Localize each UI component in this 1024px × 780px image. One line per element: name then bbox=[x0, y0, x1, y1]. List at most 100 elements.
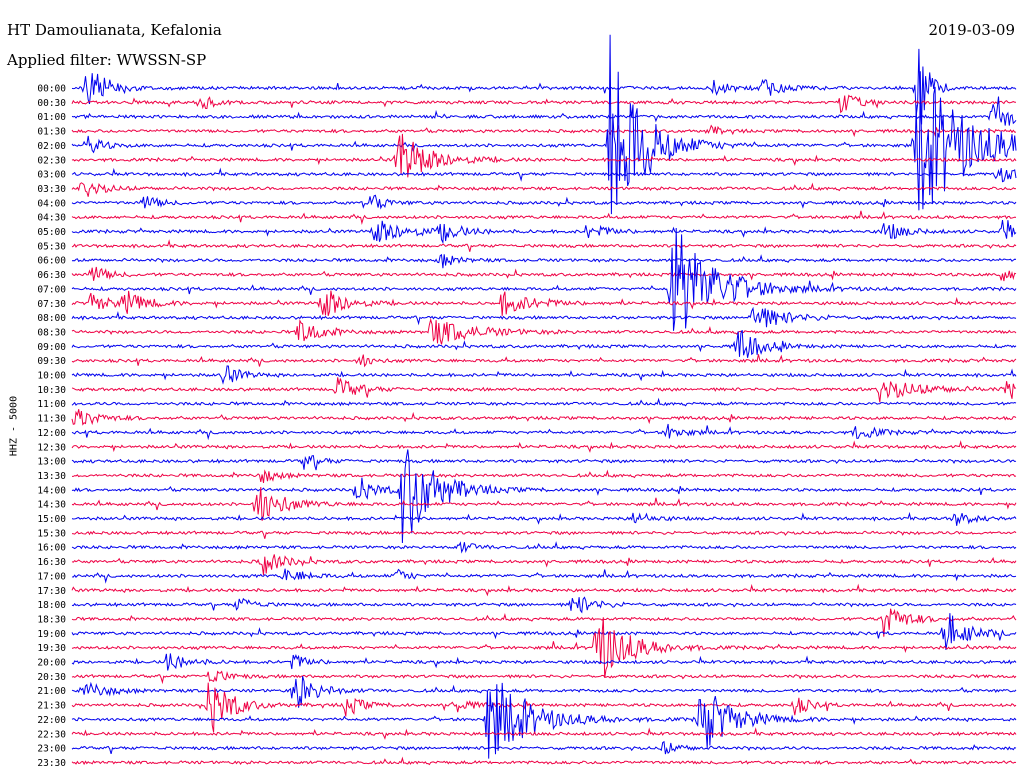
trace-row-0830 bbox=[71, 317, 1017, 345]
trace-row-2030 bbox=[71, 670, 1017, 685]
trace-row-0100 bbox=[71, 96, 1017, 126]
row-tick-label: 05:30 bbox=[37, 241, 66, 252]
trace-row-1500 bbox=[71, 511, 1017, 526]
row-tick-label: 20:00 bbox=[37, 658, 66, 669]
row-tick-label: 01:00 bbox=[37, 112, 66, 123]
row-tick-label: 02:00 bbox=[37, 141, 66, 152]
row-tick-label: 07:00 bbox=[37, 284, 66, 295]
trace-row-1430 bbox=[71, 487, 1017, 521]
trace-row-1600 bbox=[71, 541, 1017, 554]
row-tick-label: 14:30 bbox=[37, 500, 66, 511]
trace-row-0430 bbox=[71, 210, 1017, 225]
row-tick-label: 11:00 bbox=[37, 399, 66, 410]
trace-row-1000 bbox=[71, 365, 1017, 385]
trace-row-0030 bbox=[71, 94, 1016, 114]
trace-row-1800 bbox=[71, 596, 1017, 614]
trace-row-2330 bbox=[71, 756, 1017, 766]
row-tick-label: 07:30 bbox=[37, 299, 66, 310]
trace-row-1730 bbox=[71, 583, 1017, 597]
trace-row-1330 bbox=[72, 469, 1017, 483]
trace-row-1030 bbox=[71, 377, 1017, 403]
row-tick-label: 13:30 bbox=[37, 471, 66, 482]
row-tick-label: 21:00 bbox=[37, 686, 66, 697]
row-tick-label: 09:30 bbox=[37, 356, 66, 367]
trace-row-1300 bbox=[71, 455, 1017, 471]
row-tick-label: 02:30 bbox=[37, 155, 66, 166]
trace-row-0600 bbox=[71, 253, 1017, 269]
row-tick-label: 11:30 bbox=[37, 414, 66, 425]
trace-row-0730 bbox=[71, 290, 1017, 316]
row-tick-label: 12:30 bbox=[37, 442, 66, 453]
trace-row-0230 bbox=[71, 133, 1017, 178]
trace-row-1900 bbox=[71, 613, 1017, 650]
row-tick-labels: 00:00 00:30 01:00 01:30 02:00 02:30 03:00 03:30… bbox=[37, 84, 66, 769]
trace-row-1200 bbox=[71, 423, 1017, 441]
trace-row-0700 bbox=[71, 227, 1017, 331]
row-tick-label: 12:00 bbox=[37, 428, 66, 439]
traces-group bbox=[71, 34, 1017, 766]
row-tick-label: 23:00 bbox=[37, 744, 66, 755]
trace-row-1830 bbox=[71, 608, 1017, 637]
trace-row-0800 bbox=[71, 306, 1017, 328]
trace-row-0400 bbox=[71, 194, 1017, 210]
row-tick-label: 18:30 bbox=[37, 614, 66, 625]
row-tick-label: 19:30 bbox=[37, 643, 66, 654]
trace-row-2230 bbox=[71, 727, 1017, 740]
trace-row-0500 bbox=[71, 220, 1017, 245]
trace-row-0330 bbox=[71, 182, 1017, 197]
row-tick-label: 15:30 bbox=[37, 528, 66, 539]
row-tick-label: 01:30 bbox=[37, 127, 66, 138]
row-tick-label: 15:00 bbox=[37, 514, 66, 525]
row-tick-label: 17:00 bbox=[37, 571, 66, 582]
trace-row-1700 bbox=[71, 568, 1017, 584]
row-tick-label: 06:30 bbox=[37, 270, 66, 281]
trace-row-1100 bbox=[71, 397, 1017, 407]
row-tick-label: 19:00 bbox=[37, 629, 66, 640]
row-tick-label: 20:30 bbox=[37, 672, 66, 683]
row-tick-label: 09:00 bbox=[37, 342, 66, 353]
row-tick-label: 23:30 bbox=[37, 758, 66, 769]
row-tick-label: 14:00 bbox=[37, 485, 66, 496]
row-tick-label: 08:00 bbox=[37, 313, 66, 324]
trace-row-2300 bbox=[71, 740, 1017, 755]
trace-row-1400 bbox=[71, 449, 1017, 544]
row-tick-label: 06:00 bbox=[37, 256, 66, 267]
row-tick-label: 13:00 bbox=[37, 457, 66, 468]
row-tick-label: 04:00 bbox=[37, 198, 66, 209]
station-title: HT Damoulianata, Kefalonia bbox=[7, 21, 222, 39]
trace-row-2200 bbox=[71, 682, 1017, 759]
row-tick-label: 03:30 bbox=[37, 184, 66, 195]
row-tick-label: 17:30 bbox=[37, 586, 66, 597]
trace-row-1230 bbox=[71, 440, 1017, 453]
filter-subtitle: Applied filter: WWSSN-SP bbox=[7, 51, 207, 69]
row-tick-label: 10:00 bbox=[37, 371, 66, 382]
row-tick-label: 04:30 bbox=[37, 213, 66, 224]
trace-row-2130 bbox=[71, 682, 1017, 733]
date-label: 2019-03-09 bbox=[928, 21, 1015, 39]
trace-row-0530 bbox=[71, 239, 1017, 252]
trace-row-2100 bbox=[71, 675, 1017, 708]
row-tick-label: 21:30 bbox=[37, 701, 66, 712]
trace-row-1630 bbox=[71, 554, 1017, 576]
trace-row-0130 bbox=[71, 124, 1016, 138]
row-tick-label: 05:00 bbox=[37, 227, 66, 238]
trace-row-1530 bbox=[71, 530, 1017, 539]
row-tick-label: 03:00 bbox=[37, 170, 66, 181]
row-tick-label: 22:00 bbox=[37, 715, 66, 726]
row-tick-label: 22:30 bbox=[37, 729, 66, 740]
row-tick-label: 08:30 bbox=[37, 327, 66, 338]
row-tick-label: 16:00 bbox=[37, 543, 66, 554]
trace-row-0200 bbox=[71, 34, 1017, 215]
row-tick-label: 00:30 bbox=[37, 98, 66, 109]
trace-row-1930 bbox=[71, 617, 1017, 678]
row-tick-label: 00:00 bbox=[37, 84, 66, 95]
trace-row-0930 bbox=[71, 354, 1017, 368]
trace-row-2000 bbox=[71, 653, 1017, 671]
trace-row-0630 bbox=[71, 266, 1017, 282]
row-tick-label: 16:30 bbox=[37, 557, 66, 568]
row-tick-label: 10:30 bbox=[37, 385, 66, 396]
row-tick-label: 18:00 bbox=[37, 600, 66, 611]
trace-row-0000 bbox=[71, 48, 1017, 125]
trace-row-0300 bbox=[71, 167, 1017, 183]
